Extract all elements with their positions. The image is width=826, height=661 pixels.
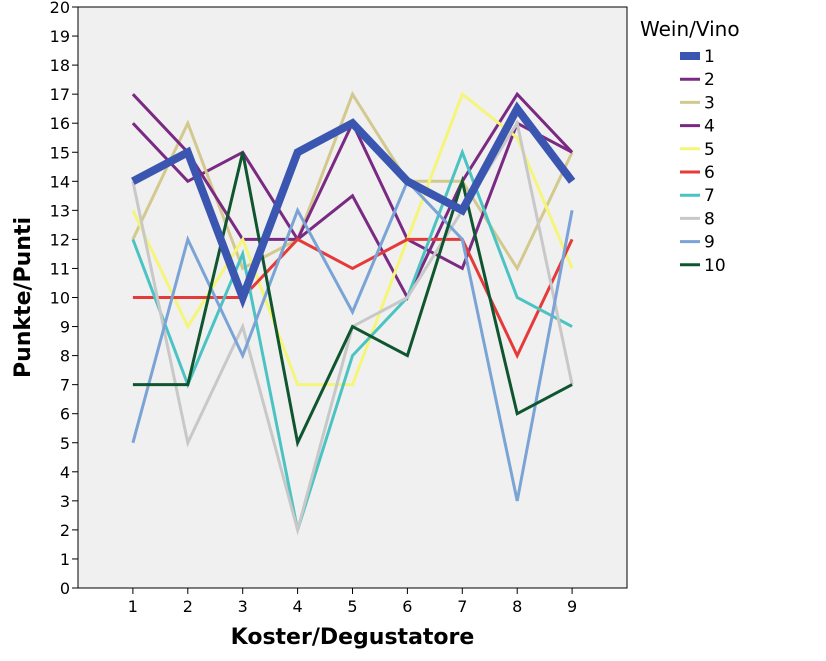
x-tick-label: 7 bbox=[457, 597, 467, 616]
y-tick-label: 5 bbox=[60, 434, 70, 453]
y-tick-label: 19 bbox=[50, 27, 70, 46]
y-tick-label: 4 bbox=[60, 463, 70, 482]
x-tick-label: 1 bbox=[128, 597, 138, 616]
legend-label-7: 7 bbox=[704, 186, 715, 206]
legend-label-10: 10 bbox=[704, 256, 726, 276]
y-tick-label: 20 bbox=[50, 0, 70, 17]
legend-label-6: 6 bbox=[704, 163, 715, 183]
legend-label-8: 8 bbox=[704, 209, 715, 229]
legend-label-9: 9 bbox=[704, 233, 715, 253]
x-tick-label: 8 bbox=[512, 597, 522, 616]
series-line-9 bbox=[131, 178, 574, 502]
y-tick-label: 12 bbox=[50, 230, 70, 249]
y-tick-label: 7 bbox=[60, 376, 70, 395]
legend-title: Wein/Vino bbox=[640, 17, 740, 41]
series-line-6 bbox=[132, 237, 574, 360]
y-tick-label: 18 bbox=[50, 56, 70, 75]
x-axis-title: Koster/Degustatore bbox=[231, 625, 475, 650]
y-tick-label: 11 bbox=[50, 259, 70, 278]
y-tick-label: 13 bbox=[50, 201, 70, 220]
y-tick-label: 9 bbox=[60, 318, 70, 337]
x-tick-label: 4 bbox=[293, 597, 303, 616]
y-tick-label: 3 bbox=[60, 492, 70, 511]
legend-label-5: 5 bbox=[704, 140, 715, 160]
x-tick-label: 5 bbox=[347, 597, 357, 616]
series-line-1 bbox=[131, 101, 576, 309]
y-tick-label: 16 bbox=[50, 114, 70, 133]
y-tick-label: 2 bbox=[60, 521, 70, 540]
x-tick-label: 2 bbox=[183, 597, 193, 616]
y-tick-label: 0 bbox=[60, 579, 70, 598]
y-tick-label: 15 bbox=[50, 143, 70, 162]
legend: Wein/Vino 1 2 3 4 5 6 7 8 9 10 bbox=[640, 17, 740, 276]
y-tick-label: 17 bbox=[50, 85, 70, 104]
y-tick-label: 6 bbox=[60, 405, 70, 424]
series-line-3 bbox=[131, 90, 574, 272]
y-tick-label: 1 bbox=[60, 550, 70, 569]
series-line-7 bbox=[131, 148, 573, 531]
y-tick-label: 8 bbox=[60, 347, 70, 366]
x-tick-label: 9 bbox=[567, 597, 577, 616]
y-tick-label: 10 bbox=[50, 289, 70, 308]
legend-label-4: 4 bbox=[704, 117, 715, 137]
x-tick-label: 3 bbox=[238, 597, 248, 616]
series-layer bbox=[131, 90, 576, 536]
legend-label-1: 1 bbox=[704, 47, 715, 67]
y-axis-title: Punkte/Punti bbox=[11, 217, 36, 378]
legend-label-2: 2 bbox=[704, 70, 715, 90]
series-line-10 bbox=[132, 151, 573, 448]
x-axis: 1 2 3 4 5 6 7 8 9 bbox=[128, 588, 577, 616]
y-tick-label: 14 bbox=[50, 172, 70, 191]
x-tick-label: 6 bbox=[402, 597, 412, 616]
legend-label-3: 3 bbox=[704, 93, 715, 113]
